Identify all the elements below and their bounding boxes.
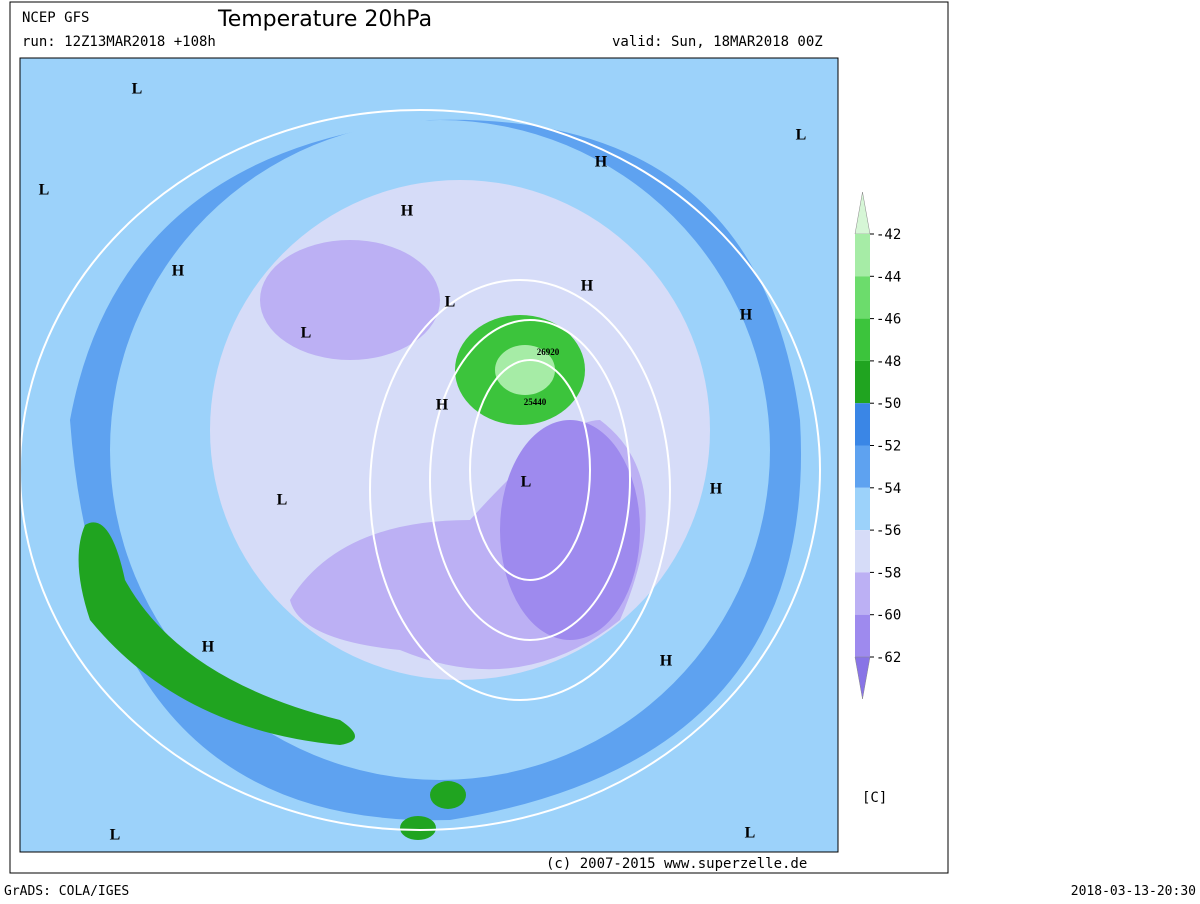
pressure-center: H	[581, 278, 594, 295]
footer-left: GrADS: COLA/IGES	[4, 884, 129, 899]
colorbar-label: -48	[876, 354, 901, 370]
contour	[429, 319, 631, 641]
pressure-center: L	[39, 182, 50, 199]
pressure-center: H	[172, 263, 185, 280]
contour	[469, 359, 591, 581]
warm	[78, 522, 356, 745]
colorbar-segment	[855, 614, 870, 657]
colorbar-segment	[855, 276, 870, 319]
pressure-center: L	[132, 81, 143, 98]
colorbar: -42 -44 -46 -48 -50 -52 -54 -56 -58 -60 -62	[854, 191, 901, 700]
pressure-center: H	[401, 203, 414, 220]
colorbar-label: -52	[876, 439, 901, 455]
pressure-center: H	[436, 397, 449, 414]
run: run: 12Z13MAR2018 +108h	[22, 34, 216, 50]
pressure-center: H	[660, 653, 673, 670]
contour	[20, 109, 821, 831]
colorbar-segment	[855, 403, 870, 446]
map-border	[19, 57, 839, 853]
pressure-center: L	[277, 492, 288, 509]
contour-label: 25440	[524, 397, 547, 407]
colorbar-segment	[855, 445, 870, 488]
cold	[260, 240, 440, 360]
warm	[495, 345, 555, 395]
footer-right: 2018-03-13-20:30	[1071, 884, 1196, 899]
band	[20, 58, 838, 852]
model: NCEP GFS	[22, 10, 89, 26]
colorbar-segment	[855, 360, 870, 404]
colorbar-label: -46	[876, 312, 901, 328]
pressure-center: L	[745, 825, 756, 842]
pressure-center: L	[796, 127, 807, 144]
colorbar-label: -54	[876, 481, 901, 497]
title: Temperature 20hPa	[217, 7, 432, 32]
pressure-center: H	[202, 639, 215, 656]
colorbar-segment	[855, 572, 870, 615]
pressure-center: L	[110, 827, 121, 844]
colorbar-label: -56	[876, 523, 901, 539]
map: L L H H H L H L H H L L H H H L L L 2692…	[20, 58, 838, 852]
valid: valid: Sun, 18MAR2018 00Z	[612, 34, 823, 50]
colorbar-segment	[855, 530, 870, 573]
colorbar-label: -60	[876, 608, 901, 624]
colorbar-segment	[855, 487, 870, 531]
contour-label: 26920	[537, 347, 560, 357]
colorbar-segment	[855, 318, 870, 361]
copyright: (c) 2007-2015 www.superzelle.de	[546, 856, 807, 872]
contour	[369, 279, 671, 701]
pressure-center: L	[445, 294, 456, 311]
colorbar-end	[854, 656, 871, 700]
pressure-center: H	[740, 307, 753, 324]
colorbar-label: -42	[876, 227, 901, 243]
pressure-center: L	[521, 474, 532, 491]
pressure-center: L	[301, 325, 312, 342]
colorbar-label: -44	[876, 269, 901, 285]
pressure-center: H	[710, 481, 723, 498]
colorbar-segment	[855, 234, 870, 277]
labels: L L H H H L H L H H L L H H H L L L 2692…	[39, 81, 807, 844]
colorbar-label: -58	[876, 565, 901, 581]
unit: [C]	[862, 790, 887, 806]
warm	[430, 781, 466, 809]
copyright-bg	[540, 853, 836, 872]
colorbar-label: -50	[876, 396, 901, 412]
warm	[400, 816, 436, 840]
colorbar-label: -62	[876, 650, 901, 666]
pressure-center: H	[595, 154, 608, 171]
cold	[500, 420, 640, 640]
